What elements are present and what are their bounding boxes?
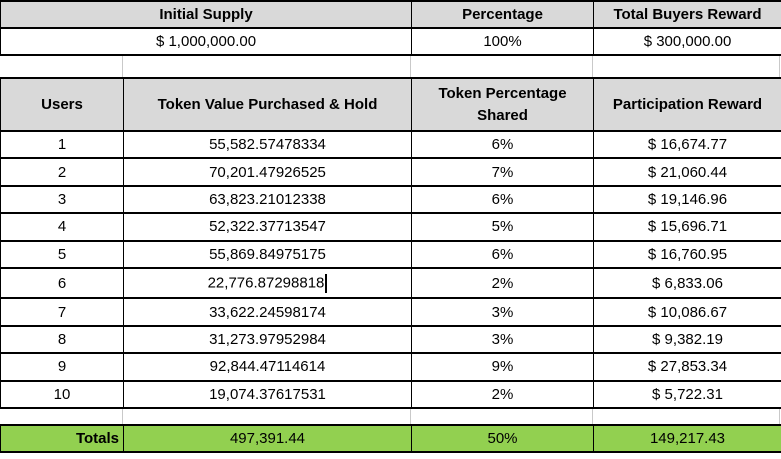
table-row: 5 55,869.84975175 6% $ 16,760.95 [0, 239, 781, 270]
user-cell[interactable]: 7 [0, 297, 124, 327]
totals-table: Totals 497,391.44 50% 149,217.43 [0, 424, 781, 453]
pct-cell[interactable]: 2% [411, 267, 594, 300]
pct-cell[interactable]: 6% [411, 184, 594, 215]
cell-text: 22,776.87298818 [207, 274, 325, 292]
pct-cell[interactable]: 3% [411, 324, 594, 355]
value-cell[interactable]: 63,823.21012338 [123, 184, 412, 215]
reward-cell[interactable]: $ 5,722.31 [593, 379, 781, 410]
user-cell[interactable]: 10 [0, 379, 124, 410]
value-cell[interactable]: 55,869.84975175 [123, 239, 412, 270]
table-row: 9 92,844.47114614 9% $ 27,853.34 [0, 352, 781, 382]
user-cell[interactable]: 3 [0, 184, 124, 215]
user-cell[interactable]: 4 [0, 212, 124, 242]
gridline [410, 409, 411, 424]
summary-header-initial-supply[interactable]: Initial Supply [0, 0, 412, 29]
sheet-gap [0, 409, 781, 424]
table-row: 8 31,273.97952984 3% $ 9,382.19 [0, 324, 781, 355]
user-cell[interactable]: 6 [0, 267, 124, 300]
sheet-gap [0, 56, 781, 77]
pct-cell[interactable]: 7% [411, 157, 594, 187]
gridline [122, 56, 123, 77]
pct-cell[interactable]: 2% [411, 379, 594, 410]
totals-value-cell[interactable]: 497,391.44 [123, 424, 412, 453]
summary-value-total-buyers-reward[interactable]: $ 300,000.00 [593, 27, 781, 56]
reward-cell[interactable]: $ 16,760.95 [593, 239, 781, 270]
reward-cell[interactable]: $ 10,086.67 [593, 297, 781, 327]
pct-cell[interactable]: 6% [411, 129, 594, 160]
value-cell[interactable]: 55,582.57478334 [123, 129, 412, 160]
reward-cell[interactable]: $ 16,674.77 [593, 129, 781, 160]
value-cell[interactable]: 19,074.37617531 [123, 379, 412, 410]
user-cell[interactable]: 2 [0, 157, 124, 187]
participation-table: Users Token Value Purchased & Hold Token… [0, 77, 781, 410]
col-header-token-value[interactable]: Token Value Purchased & Hold [123, 77, 412, 132]
pct-cell[interactable]: 3% [411, 297, 594, 327]
table-row: 4 52,322.37713547 5% $ 15,696.71 [0, 212, 781, 242]
user-cell[interactable]: 9 [0, 352, 124, 382]
table-row: 3 63,823.21012338 6% $ 19,146.96 [0, 184, 781, 215]
reward-cell[interactable]: $ 6,833.06 [593, 267, 781, 300]
pct-cell[interactable]: 9% [411, 352, 594, 382]
table-row: 2 70,201.47926525 7% $ 21,060.44 [0, 157, 781, 187]
pct-cell[interactable]: 5% [411, 212, 594, 242]
reward-cell[interactable]: $ 15,696.71 [593, 212, 781, 242]
totals-reward-cell[interactable]: 149,217.43 [593, 424, 781, 453]
gridline [592, 56, 593, 77]
value-cell[interactable]: 70,201.47926525 [123, 157, 412, 187]
gridline [410, 56, 411, 77]
totals-label[interactable]: Totals [0, 424, 124, 453]
text-cursor [325, 273, 328, 293]
value-cell[interactable]: 31,273.97952984 [123, 324, 412, 355]
table-row: 6 22,776.87298818 2% $ 6,833.06 [0, 267, 781, 300]
reward-cell[interactable]: $ 21,060.44 [593, 157, 781, 187]
value-cell-editing[interactable]: 22,776.87298818 [123, 267, 412, 300]
value-cell[interactable]: 92,844.47114614 [123, 352, 412, 382]
table-row: 7 33,622.24598174 3% $ 10,086.67 [0, 297, 781, 327]
reward-cell[interactable]: $ 19,146.96 [593, 184, 781, 215]
table-row: 10 19,074.37617531 2% $ 5,722.31 [0, 379, 781, 410]
gridline [779, 409, 780, 424]
value-cell[interactable]: 33,622.24598174 [123, 297, 412, 327]
reward-cell[interactable]: $ 9,382.19 [593, 324, 781, 355]
value-cell[interactable]: 52,322.37713547 [123, 212, 412, 242]
pct-cell[interactable]: 6% [411, 239, 594, 270]
col-header-participation-reward[interactable]: Participation Reward [593, 77, 781, 132]
table-row: 1 55,582.57478334 6% $ 16,674.77 [0, 129, 781, 160]
summary-header-percentage[interactable]: Percentage [411, 0, 594, 29]
totals-pct-cell[interactable]: 50% [411, 424, 594, 453]
reward-cell[interactable]: $ 27,853.34 [593, 352, 781, 382]
user-cell[interactable]: 5 [0, 239, 124, 270]
totals-row: Totals 497,391.44 50% 149,217.43 [0, 424, 781, 453]
summary-header-total-buyers-reward[interactable]: Total Buyers Reward [593, 0, 781, 29]
col-header-users[interactable]: Users [0, 77, 124, 132]
summary-value-percentage[interactable]: 100% [411, 27, 594, 56]
gridline [592, 409, 593, 424]
gridline [122, 409, 123, 424]
user-cell[interactable]: 1 [0, 129, 124, 160]
summary-value-initial-supply[interactable]: $ 1,000,000.00 [0, 27, 412, 56]
user-cell[interactable]: 8 [0, 324, 124, 355]
col-header-token-percentage-shared[interactable]: Token Percentage Shared [411, 77, 594, 132]
gridline [779, 56, 780, 77]
summary-table: Initial Supply Percentage Total Buyers R… [0, 0, 781, 56]
